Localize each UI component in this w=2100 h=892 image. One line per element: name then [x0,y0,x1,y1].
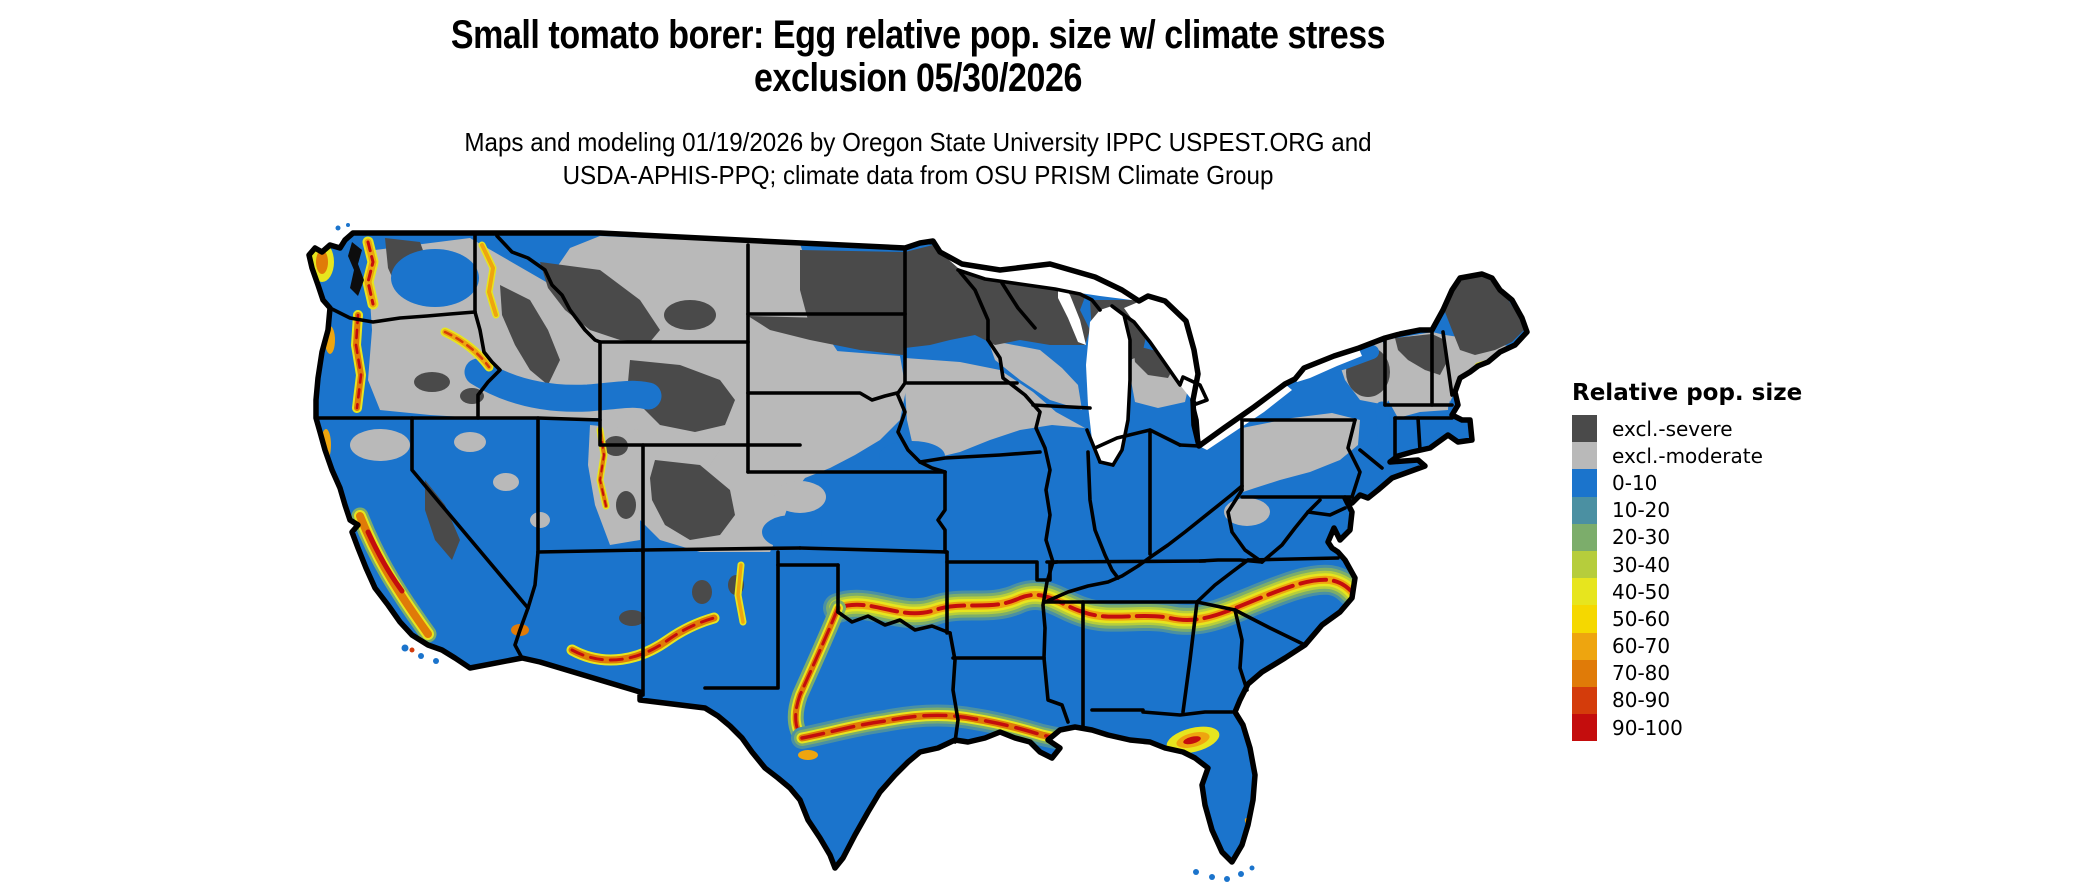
map-title-line2: exclusion 05/30/2026 [754,56,1082,100]
map-title: Small tomato borer: Egg relative pop. si… [0,14,1836,100]
legend-label: excl.-severe [1612,416,1733,441]
legend-swatch [1572,523,1597,551]
header: Small tomato borer: Egg relative pop. si… [0,14,1836,192]
legend-row: 60-70 [1572,632,1802,660]
legend-label: 50-60 [1612,606,1671,631]
legend-swatch [1572,578,1597,606]
legend-swatch [1572,469,1597,497]
legend-label: excl.-moderate [1612,443,1763,468]
lake-erie [1199,384,1292,450]
legend-label: 70-80 [1612,661,1671,686]
map-subtitle-line1: Maps and modeling 01/19/2026 by Oregon S… [464,127,1372,157]
legend-row: 80-90 [1572,686,1802,715]
legend-swatch [1572,415,1597,443]
state-borders [314,231,1454,744]
legend-label: 30-40 [1612,552,1671,577]
legend-swatch [1572,686,1597,715]
map-subtitle: Maps and modeling 01/19/2026 by Oregon S… [0,126,1836,192]
legend-swatch [1572,714,1597,742]
legend-row: 40-50 [1572,578,1802,606]
legend-row: 0-10 [1572,469,1802,497]
lake-huron [1124,298,1197,400]
high-population-bands [310,242,1503,856]
map-title-line1: Small tomato borer: Egg relative pop. si… [450,13,1386,57]
legend-swatch [1572,659,1597,687]
legend-rows: excl.-severe excl.-moderate 0-10 10-20 20-30… [1572,415,1802,742]
legend-label: 10-20 [1612,498,1671,523]
legend-label: 20-30 [1612,525,1671,550]
lake-ontario [1295,349,1362,382]
legend-row: 10-20 [1572,496,1802,524]
great-lakes [940,252,1362,465]
legend-swatch [1572,550,1597,579]
legend-label: 80-90 [1612,688,1671,713]
islands [335,223,1255,882]
legend-swatch [1572,442,1597,470]
legend-title: Relative pop. size [1572,380,1803,406]
severe-exclusion-region [385,238,1524,626]
legend-label: 0-10 [1612,470,1658,495]
lake-superior [940,252,1139,301]
map-subtitle-line2: USDA-APHIS-PPQ; climate data from OSU PR… [562,160,1274,190]
legend-swatch [1572,496,1597,524]
legend-swatch [1572,605,1597,633]
legend-row: 50-60 [1572,605,1802,633]
puget-sound [348,242,364,296]
lake-michigan [1086,306,1130,465]
legend-row: excl.-moderate [1572,442,1802,470]
legend: Relative pop. size excl.-severe excl.-mod… [1572,380,1803,742]
legend-label: 60-70 [1612,634,1671,659]
legend-row: 20-30 [1572,523,1802,551]
legend-row: 70-80 [1572,659,1802,687]
legend-swatch [1572,632,1597,660]
legend-label: 90-100 [1612,715,1683,740]
legend-label: 40-50 [1612,579,1671,604]
legend-row: 30-40 [1572,550,1802,579]
florida-hot-blob [1166,726,1220,754]
legend-row: 90-100 [1572,714,1802,742]
legend-row: excl.-severe [1572,415,1802,443]
green-bay [1058,280,1086,345]
